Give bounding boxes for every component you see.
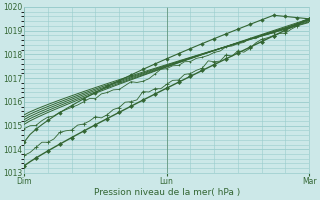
X-axis label: Pression niveau de la mer( hPa ): Pression niveau de la mer( hPa ): [93, 188, 240, 197]
